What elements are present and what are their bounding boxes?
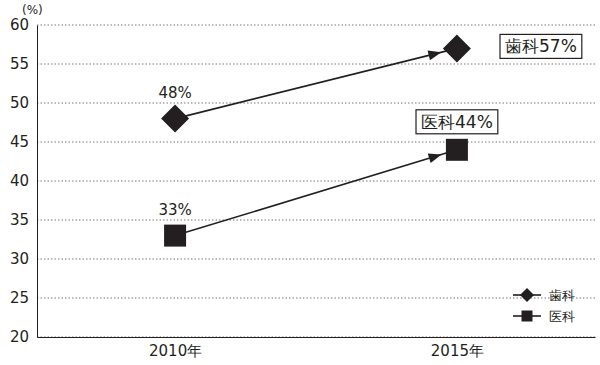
x-axis: 2010年 2015年: [38, 337, 596, 360]
y-tick-label: 30: [10, 250, 29, 268]
chart: 20 25 30 35 40 45 50 55 60 2010年 2015年 (%) 48% 歯科57% 3…: [0, 0, 600, 365]
grid-line: [37, 103, 595, 104]
point-marker: [443, 34, 471, 62]
point-marker: [446, 139, 468, 161]
legend-marker: [522, 311, 533, 322]
y-tick: 60: [10, 16, 37, 34]
data-labels: 48% 歯科57% 33% 医科44%: [158, 34, 581, 218]
grid-line: [37, 298, 595, 299]
x-axis-line: [38, 337, 596, 338]
y-tick: 30: [10, 250, 37, 268]
y-tick-label: 25: [10, 289, 29, 307]
grid-line: [37, 64, 595, 65]
y-tick: 25: [10, 289, 37, 307]
series-line: [175, 150, 457, 236]
point-marker: [164, 225, 186, 247]
y-tick-label: 45: [10, 133, 29, 151]
y-tick-label: 35: [10, 211, 29, 229]
grid: [37, 25, 595, 337]
legend-marker: [520, 288, 534, 302]
x-tick-label: 2015年: [431, 342, 484, 360]
grid-line: [37, 220, 595, 221]
grid-line: [37, 25, 595, 26]
y-axis-title: (%): [22, 3, 43, 17]
grid-line: [37, 337, 595, 338]
y-tick: 20: [10, 328, 37, 346]
grid-line: [37, 259, 595, 260]
data-label: 33%: [158, 201, 191, 219]
y-tick: 35: [10, 211, 37, 229]
y-tick: 55: [10, 55, 37, 73]
point-marker: [161, 105, 189, 133]
legend-label: 医科: [549, 309, 575, 324]
x-tick-label: 2010年: [149, 342, 202, 360]
legend-label: 歯科: [549, 288, 575, 303]
y-tick-label: 55: [10, 55, 29, 73]
y-axis: 20 25 30 35 40 45 50 55 60: [10, 16, 38, 346]
x-tick: 2010年: [149, 337, 202, 360]
y-tick: 45: [10, 133, 37, 151]
y-tick: 50: [10, 94, 37, 112]
y-axis-line: [37, 26, 38, 338]
grid-line: [37, 142, 595, 143]
x-tick: 2015年: [431, 337, 484, 360]
y-tick-label: 50: [10, 94, 29, 112]
series-line: [175, 48, 457, 118]
data-label: 48%: [158, 84, 191, 102]
data-label: 医科44%: [421, 112, 493, 132]
y-tick: 40: [10, 172, 37, 190]
label-box: [416, 110, 498, 134]
y-tick-label: 20: [10, 328, 29, 346]
legend: 歯科医科: [513, 288, 575, 324]
y-tick-label: 60: [10, 16, 29, 34]
data-label: 歯科57%: [505, 36, 577, 56]
label-box: [500, 34, 582, 58]
plot: [161, 34, 471, 246]
y-tick-label: 40: [10, 172, 29, 190]
grid-line: [37, 181, 595, 182]
